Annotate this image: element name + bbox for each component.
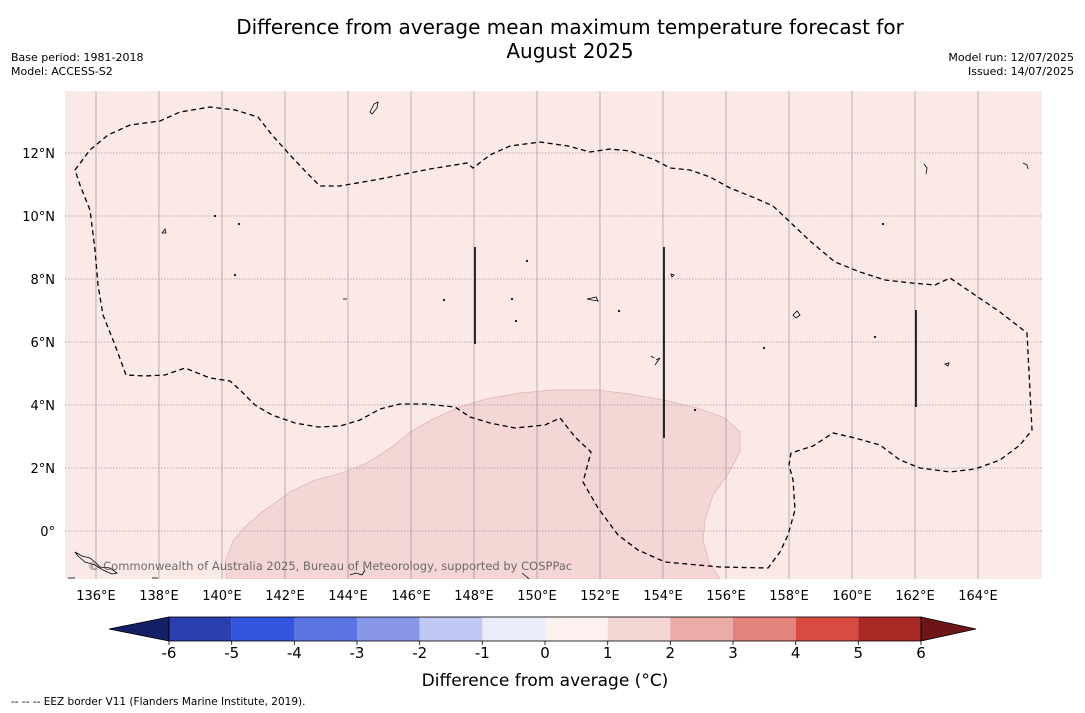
title-line-1: Difference from average mean maximum tem…: [236, 15, 904, 39]
colorbar-tick-label: 2: [666, 644, 676, 662]
lon-label: 164°E: [958, 589, 998, 604]
colorbar-swatch: [231, 617, 295, 641]
latitude-labels: 12°N 10°N 8°N 6°N 4°N 2°N 0°: [22, 147, 55, 540]
lon-label: 144°E: [328, 589, 368, 604]
colorbar-swatch: [357, 617, 420, 641]
longitude-labels: 136°E 138°E 140°E 142°E 144°E 146°E 148°…: [76, 589, 998, 604]
model-text: Model: ACCESS-S2: [11, 65, 113, 78]
colorbar-tick-label: -6: [162, 644, 177, 662]
colorbar-tick-label: -2: [412, 644, 427, 662]
eez-footnote: -- -- -- EEZ border V11 (Flanders Marine…: [11, 696, 306, 708]
colorbar-swatch: [607, 617, 671, 641]
lon-label: 140°E: [202, 589, 242, 604]
colorbar-tick-label: 0: [540, 644, 550, 662]
lat-label: 10°N: [22, 210, 55, 225]
lat-label: 6°N: [31, 336, 56, 351]
meta-right: Model run: 12/07/2025 Issued: 14/07/2025: [948, 51, 1074, 79]
lon-label: 156°E: [706, 589, 746, 604]
colorbar-tick-label: 1: [603, 644, 613, 662]
colorbar-swatch: [482, 617, 545, 641]
lat-label: 2°N: [31, 462, 56, 477]
colorbar-swatch: [545, 617, 608, 641]
colorbar-tick-label: 5: [854, 644, 864, 662]
colorbar-tick-labels: -6 -5 -4 -3 -2 -1 0 1 2 3 4 5 6: [162, 644, 926, 662]
colorbar-swatch: [294, 617, 357, 641]
colorbar-swatch: [795, 617, 859, 641]
colorbar-tick-label: 4: [791, 644, 801, 662]
island-outlines: [68, 101, 1029, 579]
colorbar-extend-low: [108, 616, 170, 642]
lon-label: 160°E: [832, 589, 872, 604]
lon-label: 136°E: [76, 589, 116, 604]
meta-left: Base period: 1981-2018 Model: ACCESS-S2: [11, 51, 143, 79]
warm-anomaly-region: [225, 389, 741, 579]
longitude-gridlines: [95, 91, 979, 579]
colorbar-tick-label: 6: [916, 644, 926, 662]
lon-label: 150°E: [517, 589, 557, 604]
colorbar-swatch: [419, 617, 483, 641]
lon-label: 142°E: [265, 589, 305, 604]
colorbar-tick-label: -1: [475, 644, 490, 662]
colorbar-extend-high: [920, 616, 977, 642]
lat-label: 8°N: [31, 273, 56, 288]
colorbar-tick-label: -3: [350, 644, 365, 662]
eez-division-lines: [474, 247, 917, 438]
lon-label: 148°E: [454, 589, 494, 604]
copyright-text: © Commonwealth of Australia 2025, Bureau…: [88, 559, 572, 573]
model-run-text: Model run: 12/07/2025: [948, 51, 1074, 64]
lon-label: 158°E: [769, 589, 809, 604]
lat-label: 0°: [40, 525, 55, 540]
lon-label: 154°E: [643, 589, 683, 604]
colorbar-swatch: [858, 617, 921, 641]
issued-text: Issued: 14/07/2025: [967, 65, 1074, 78]
latitude-gridlines: [65, 152, 1042, 532]
chart-title: Difference from average mean maximum tem…: [170, 15, 970, 63]
colorbar-swatch: [169, 617, 232, 641]
colorbar-swatch: [733, 617, 796, 641]
colorbar-swatch: [670, 617, 733, 641]
colorbar: -6 -5 -4 -3 -2 -1 0 1 2 3 4 5 6 Differen…: [108, 616, 977, 691]
colorbar-label: Difference from average (°C): [422, 671, 669, 691]
title-line-2: August 2025: [506, 39, 634, 63]
base-period-text: Base period: 1981-2018: [11, 51, 144, 64]
lat-label: 12°N: [22, 147, 55, 162]
lon-label: 162°E: [895, 589, 935, 604]
lat-label: 4°N: [31, 399, 56, 414]
lon-label: 146°E: [391, 589, 431, 604]
colorbar-tick-label: -5: [224, 644, 239, 662]
colorbar-ticks: [168, 641, 922, 645]
lon-label: 138°E: [139, 589, 179, 604]
colorbar-tick-label: -4: [287, 644, 302, 662]
lon-label: 152°E: [580, 589, 620, 604]
colorbar-tick-label: 3: [728, 644, 738, 662]
